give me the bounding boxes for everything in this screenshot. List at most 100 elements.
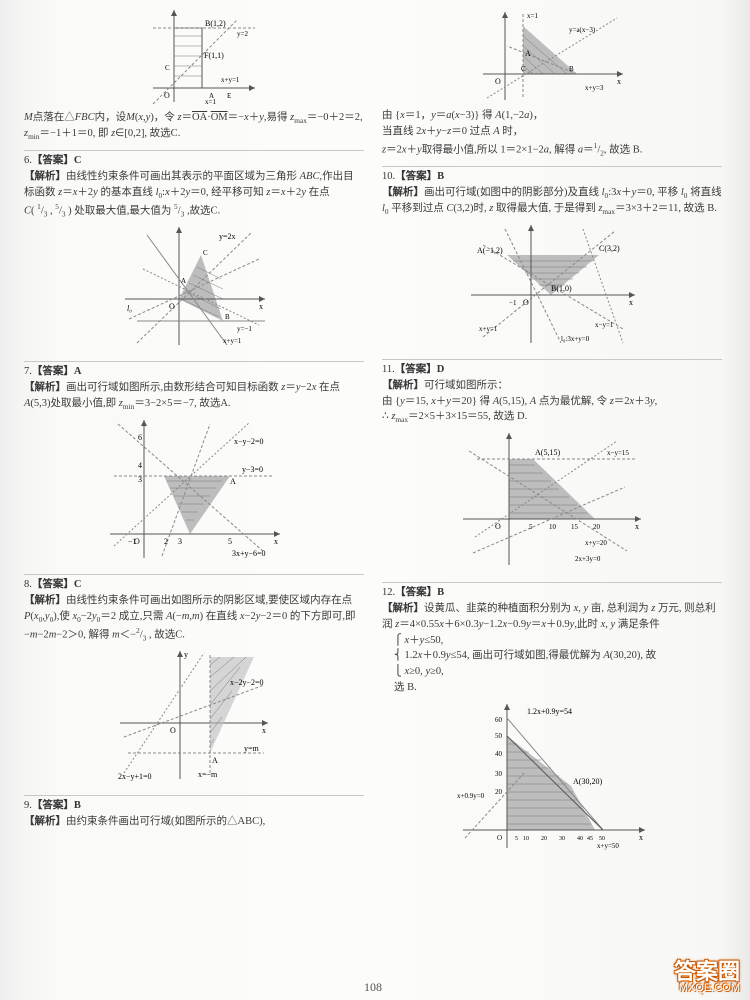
svg-text:x+y=1: x+y=1 [221, 76, 240, 84]
q6-answer: C [74, 155, 82, 166]
separator [24, 574, 364, 575]
svg-text:B: B [569, 65, 574, 73]
svg-text:6: 6 [138, 433, 142, 442]
q11-chart: A(5,15) x−y=15 O 5 10 15 20 x x+y=20 2x+… [457, 427, 647, 572]
svg-text:y: y [184, 650, 188, 659]
separator [382, 166, 722, 167]
svg-text:A: A [525, 49, 531, 58]
svg-text:x−y=1: x−y=1 [595, 321, 614, 329]
q6-text: 【解析】由线性约束条件可画出其表示的平面区域为三角形 ABC,作出目标函数 z＝… [24, 169, 364, 219]
columns: B(1,2) y=2 F(1,1) O A E x=1 x+y=1 C M点落在… [24, 4, 722, 976]
separator [24, 361, 364, 362]
q9-cont-block: x=1 y=a(x−3) A B C O x x+y=3 由 {x＝1，y＝a(… [382, 4, 722, 158]
svg-text:O: O [495, 522, 501, 531]
svg-text:O: O [164, 91, 170, 100]
q9-cont-text: 由 {x＝1，y＝a(x−3)} 得 A(1,−2a)，当直线 2x＋y−z＝0… [382, 108, 722, 158]
svg-text:O: O [170, 726, 176, 735]
svg-text:x+y=1: x+y=1 [479, 325, 498, 333]
svg-text:O: O [134, 537, 140, 546]
svg-text:45: 45 [587, 836, 593, 842]
q8-answer-line: 8.【答案】C [24, 577, 364, 593]
q9-answer-line: 9.【答案】B [24, 798, 364, 814]
q5-block: B(1,2) y=2 F(1,1) O A E x=1 x+y=1 C M点落在… [24, 4, 364, 142]
svg-text:y−3=0: y−3=0 [242, 465, 263, 474]
svg-text:O: O [169, 302, 175, 311]
svg-text:x=−m: x=−m [198, 770, 218, 779]
q8-answer: C [74, 579, 82, 590]
q6-answer-line: 6.【答案】C [24, 153, 364, 169]
svg-text:10: 10 [549, 523, 557, 531]
svg-text:O: O [495, 77, 501, 86]
q5-chart: B(1,2) y=2 F(1,1) O A E x=1 x+y=1 C [129, 6, 259, 108]
q7-chart: 6 4 3 −1 O 2 3 5 x−y−2=0 y−3=0 A 3x+y−6=… [104, 414, 284, 564]
q5-text: M点落在△FBC内，设M(x,y)，令 z＝OA·OM＝−x＋y,易得 zmax… [24, 110, 364, 142]
svg-text:30: 30 [559, 836, 565, 842]
svg-text:y=2x: y=2x [219, 232, 236, 241]
svg-text:x: x [639, 833, 643, 842]
svg-text:A(−1,2): A(−1,2) [477, 246, 503, 255]
svg-text:A(30,20): A(30,20) [573, 777, 602, 786]
svg-text:y=2: y=2 [237, 30, 248, 38]
svg-text:C: C [165, 64, 170, 72]
svg-text:15: 15 [571, 523, 579, 531]
svg-text:40: 40 [577, 836, 583, 842]
svg-text:y=a(x−3): y=a(x−3) [569, 26, 596, 34]
svg-text:−1: −1 [509, 299, 517, 307]
svg-text:x+0.9y=0: x+0.9y=0 [457, 792, 485, 800]
svg-text:x: x [629, 298, 633, 307]
svg-text:3: 3 [138, 475, 142, 484]
svg-text:B: B [225, 313, 230, 321]
q8-block: 8.【答案】C 【解析】由线性约束条件可画出如图所示的阴影区域,要使区域内存在点… [24, 577, 364, 787]
q12-chart: 1.2x+0.9y=54 60 50 40 30 20 A(30,20) x+0… [455, 698, 650, 853]
q10-chart: A(−1,2) C(3,2) B(1,0) −1 O x x−y=1 l₀:3x… [465, 219, 640, 349]
svg-text:x: x [274, 537, 278, 546]
q7-answer: A [74, 366, 82, 377]
svg-text:5: 5 [529, 523, 533, 531]
svg-text:x+y=20: x+y=20 [585, 539, 607, 547]
svg-text:1.2x+0.9y=54: 1.2x+0.9y=54 [527, 707, 572, 716]
svg-text:E: E [227, 92, 231, 100]
separator [24, 150, 364, 151]
svg-text:3: 3 [178, 537, 182, 546]
q11-answer: D [437, 364, 445, 375]
q12-answer-line: 12.【答案】B [382, 585, 722, 601]
svg-text:x: x [635, 522, 639, 531]
svg-text:l₀: l₀ [127, 304, 132, 313]
svg-text:y=m: y=m [244, 744, 260, 753]
svg-text:C: C [521, 65, 526, 73]
svg-text:2x−y+1=0: 2x−y+1=0 [118, 772, 152, 781]
svg-text:x−2y−2=0: x−2y−2=0 [230, 678, 264, 687]
svg-text:x=1: x=1 [527, 12, 538, 20]
svg-text:A: A [230, 477, 236, 486]
separator [382, 582, 722, 583]
svg-text:x+y=50: x+y=50 [597, 842, 619, 850]
q9-block: 9.【答案】B 【解析】由约束条件画出可行域(如图所示的△ABC), [24, 798, 364, 830]
q12-constraints: ⎧ x＋y≤50, ⎨ 1.2x＋0.9y≤54, 画出可行域如图,得最优解为 … [382, 633, 722, 696]
svg-text:x−y−2=0: x−y−2=0 [234, 437, 264, 446]
separator [382, 359, 722, 360]
q9-text: 【解析】由约束条件画出可行域(如图所示的△ABC), [24, 814, 364, 830]
svg-text:C(3,2): C(3,2) [599, 244, 620, 253]
svg-text:60: 60 [495, 716, 503, 724]
q12-block: 12.【答案】B 【解析】设黄瓜、韭菜的种植面积分别为 x, y 亩, 总利润为… [382, 585, 722, 854]
svg-text:40: 40 [495, 750, 503, 758]
svg-text:10: 10 [523, 836, 529, 842]
svg-text:y=−1: y=−1 [237, 325, 252, 333]
q6-chart: y=2x l₀ A C O B x y=−1 x+y=1 [119, 221, 269, 351]
svg-text:20: 20 [541, 836, 547, 842]
svg-text:B(1,0): B(1,0) [551, 284, 572, 293]
svg-text:2: 2 [164, 537, 168, 546]
q10-answer: B [437, 171, 444, 182]
q9-text-content: 由约束条件画出可行域(如图所示的△ABC), [66, 816, 265, 827]
svg-text:x: x [259, 302, 263, 311]
left-column: B(1,2) y=2 F(1,1) O A E x=1 x+y=1 C M点落在… [24, 4, 364, 976]
svg-text:x−y=15: x−y=15 [607, 449, 629, 457]
q9-answer: B [74, 800, 81, 811]
q12-answer: B [437, 587, 444, 598]
svg-text:5: 5 [515, 836, 518, 842]
svg-text:O: O [497, 834, 502, 842]
right-column: x=1 y=a(x−3) A B C O x x+y=3 由 {x＝1，y＝a(… [382, 4, 722, 976]
svg-text:30: 30 [495, 770, 503, 778]
svg-text:x=1: x=1 [205, 98, 216, 106]
q11-answer-line: 11.【答案】D [382, 362, 722, 378]
